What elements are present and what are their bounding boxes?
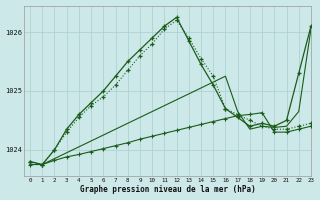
X-axis label: Graphe pression niveau de la mer (hPa): Graphe pression niveau de la mer (hPa): [80, 185, 255, 194]
